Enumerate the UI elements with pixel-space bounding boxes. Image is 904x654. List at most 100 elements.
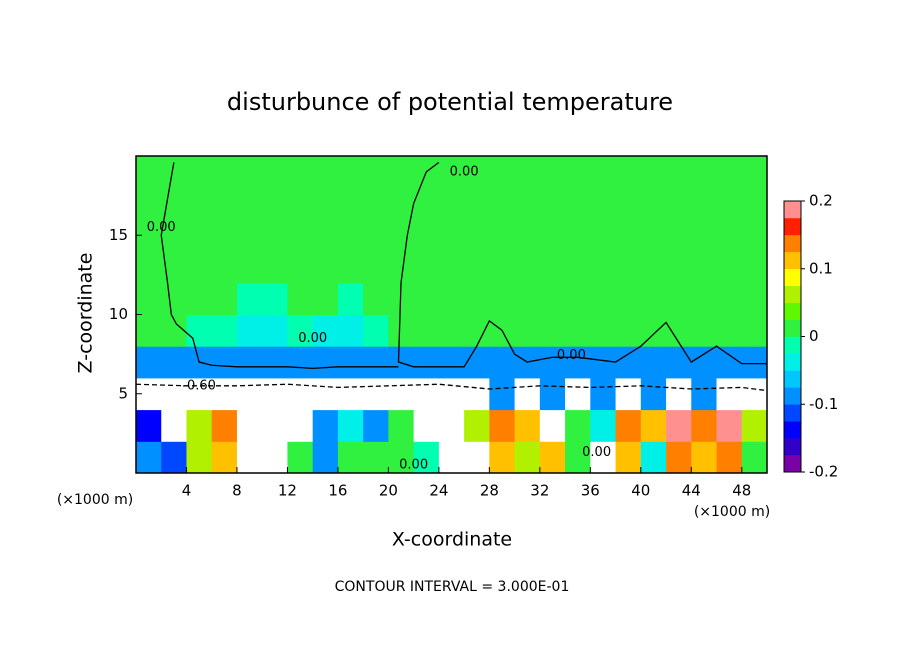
field-cell [691,251,718,284]
field-cell [464,282,490,315]
field-cell [666,441,692,473]
field-cell [539,409,566,442]
colorbar-tick-label: -0.1 [809,395,838,413]
field-cell [363,187,389,220]
field-cell [539,219,566,252]
field-cell [514,156,541,189]
field-cell [287,441,314,473]
colorbar-swatch [784,438,801,456]
field-cell [262,409,288,442]
field-cell [565,314,591,347]
x-tick-label: 24 [429,482,448,500]
x-tick-label: 20 [379,482,398,500]
field-cell [161,441,187,473]
field-cell [565,219,591,252]
colorbar-swatch [784,319,801,337]
field-cell [312,346,339,379]
contour-label: 0.00 [399,458,428,473]
field-cell [691,346,718,379]
field-cell [337,441,364,473]
field-cell [388,219,415,252]
field-cell [186,409,213,442]
contour-label: 0.00 [582,445,611,460]
field-cell [590,251,617,284]
contour-line [160,162,399,370]
colorbar-tick-label: 0.1 [809,259,833,277]
x-tick-label: 32 [530,482,549,500]
field-cell [615,409,642,442]
field-cell [565,187,591,220]
field-cell [539,377,566,411]
field-cell [640,346,667,379]
field-cell [363,409,389,442]
contour-label: 0.00 [557,348,586,363]
field-cell [413,441,440,473]
field-cell [691,187,718,220]
field-cell [691,441,718,473]
field-cell [438,441,465,473]
field-cell [489,377,516,411]
field-cell [337,346,364,379]
field-cell [211,377,238,411]
field-cell [337,156,364,189]
field-cell [211,314,238,347]
field-cell [741,314,767,347]
field-cell [666,346,692,379]
field-cell [514,377,541,411]
field-cell [236,156,263,189]
field-cell [615,219,642,252]
field-cell [565,409,591,442]
field-cell [464,314,490,347]
field-cell [464,156,490,189]
field-cell [514,251,541,284]
field-cell [287,346,314,379]
field-cell [741,187,767,220]
field-cell [741,251,767,284]
field-cell [312,377,339,411]
field: 0.00 0.00 0.00 0.00 -0.60 0.00 0.00 [136,156,767,473]
contour-line [397,161,767,368]
x-tick-label: 40 [631,482,650,500]
field-cell [413,314,440,347]
field-cell [211,187,238,220]
field-cell [716,314,743,347]
field-cell [388,377,415,411]
field-cell [489,282,516,315]
field-cell [489,409,516,442]
field-cell [716,282,743,315]
field-cell [388,409,415,442]
field-cell [337,219,364,252]
contour-label: 0.00 [147,220,176,235]
field-cell [337,187,364,220]
field-cell [186,156,213,189]
field-cell [186,219,213,252]
field-cell [514,282,541,315]
field-cell [363,282,389,315]
field-cell [666,251,692,284]
field-cell [236,219,263,252]
field-cell [489,219,516,252]
field-cell [136,251,162,284]
field-cell [741,282,767,315]
field-cell [161,409,187,442]
field-cell [514,441,541,473]
field-cell [489,187,516,220]
field-cell [666,219,692,252]
field-cell [161,346,187,379]
field-cell [287,251,314,284]
field-cell [287,377,314,411]
field-cell [186,377,213,411]
field-cell [287,156,314,189]
field-cell [211,282,238,315]
colorbar-swatch [784,370,801,388]
x-axis-title: X-coordinate [392,529,512,551]
field-cell [565,377,591,411]
field-cell [590,187,617,220]
field-cell [640,187,667,220]
field-cell [590,282,617,315]
field-cell [590,441,617,473]
contour-label: 0.00 [450,164,479,179]
colorbar-swatch [784,455,801,473]
field-cell [413,377,440,411]
field-cell [590,156,617,189]
